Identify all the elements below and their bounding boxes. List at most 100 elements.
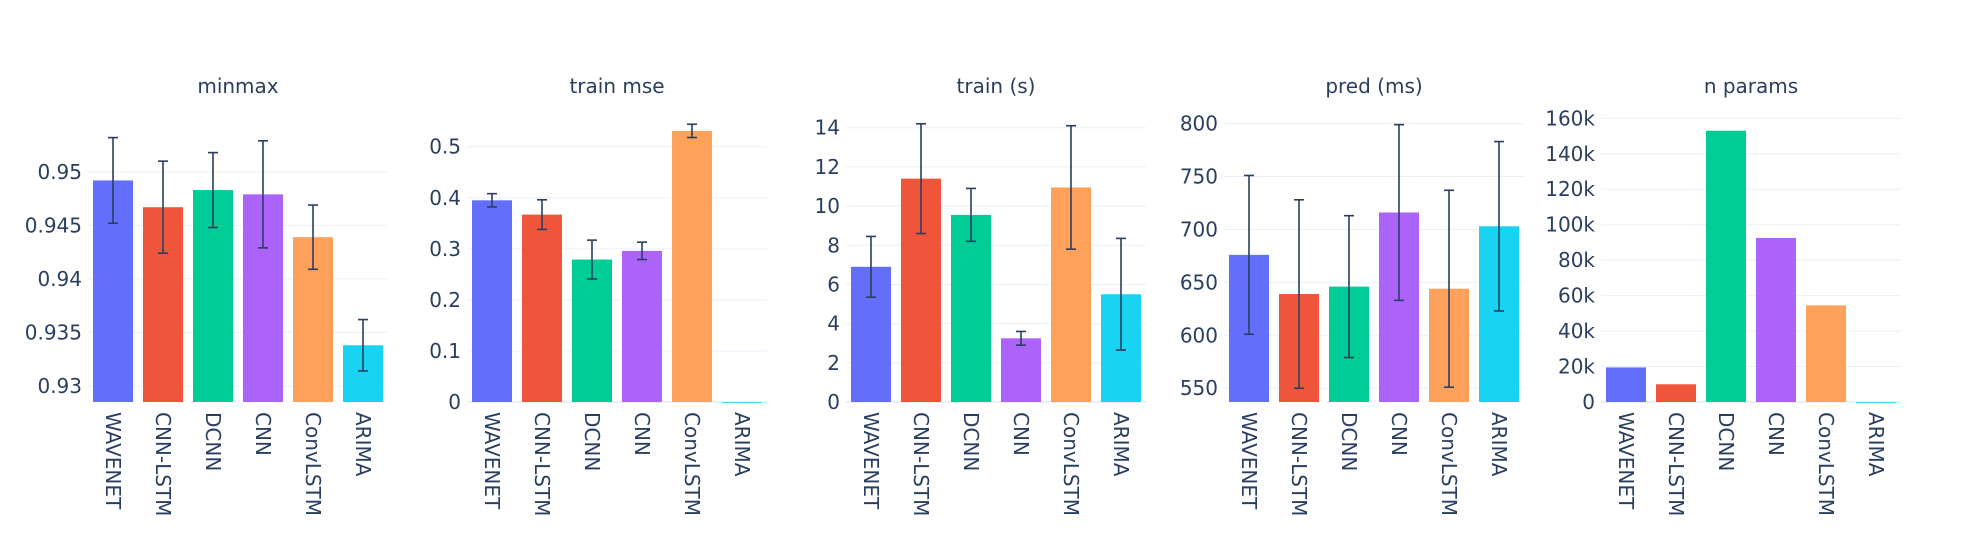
error-bar <box>687 123 697 139</box>
subplot-title: minmax <box>197 74 278 98</box>
x-tick-label: ConvLSTM <box>1814 412 1838 516</box>
y-tick-label: 700 <box>1180 217 1218 241</box>
error-bar <box>1016 330 1026 346</box>
error-bar <box>1494 140 1504 312</box>
error-bar <box>1116 237 1126 351</box>
bar-dcnn <box>572 259 612 402</box>
bar-cnn-lstm <box>1656 384 1696 402</box>
y-tick-label: 14 <box>815 116 840 140</box>
y-tick-label: 100k <box>1545 213 1595 237</box>
bar-arima <box>1856 402 1896 403</box>
subplot-3: 0 2 4 6 8 10 12 14 train (s) WAVENET CNN-LSTM DCNN C… <box>815 74 1146 516</box>
bar-convlstm <box>672 130 712 402</box>
x-tick-label: ARIMA <box>730 412 754 477</box>
x-tick-label: CNN-LSTM <box>1287 412 1311 516</box>
x-tick-label: WAVENET <box>480 412 504 510</box>
error-bar <box>1294 199 1304 390</box>
subplot-1: 0.93 0.935 0.94 0.945 0.95 minmax WAVENET CNN-L… <box>25 74 388 516</box>
x-tick-label: ConvLSTM <box>680 412 704 516</box>
error-bar <box>358 318 368 372</box>
subplot-title: train mse <box>569 74 664 98</box>
y-tick-label: 10 <box>815 194 840 218</box>
x-tick-label: DCNN <box>1714 412 1738 471</box>
y-tick-label: 60k <box>1558 284 1595 308</box>
y-tick-label: 40k <box>1558 319 1595 343</box>
x-tick-label: CNN <box>251 412 275 456</box>
y-tick-label: 140k <box>1545 142 1595 166</box>
x-tick-label: DCNN <box>201 412 225 471</box>
x-tick-label: ConvLSTM <box>301 412 325 516</box>
error-bar <box>1066 124 1076 250</box>
error-bar <box>1244 174 1254 336</box>
error-bar <box>308 204 318 271</box>
y-tick-label: 800 <box>1180 112 1218 136</box>
error-bar <box>258 140 268 249</box>
x-tick-label: CNN <box>1009 412 1033 456</box>
x-tick-label: CNN <box>1387 412 1411 456</box>
x-tick-label: ARIMA <box>1487 412 1511 477</box>
x-tick-label: CNN-LSTM <box>1664 412 1688 516</box>
subplot-4: 550 600 650 700 750 800 pred (ms) WAVENET CNN-LS… <box>1180 74 1524 516</box>
subplot-title: train (s) <box>957 74 1036 98</box>
error-bar <box>487 192 497 208</box>
error-bar <box>916 122 926 235</box>
subplot-5: 0 20k 40k 60k 80k 100k 120k 140k 160k n params WAV… <box>1545 74 1901 516</box>
x-tick-label: WAVENET <box>1237 412 1261 510</box>
y-tick-label: 0.95 <box>37 160 82 184</box>
y-tick-label: 120k <box>1545 177 1595 201</box>
bar-convlstm <box>1806 305 1846 402</box>
y-tick-label: 0 <box>827 390 840 414</box>
error-bar <box>1394 123 1404 302</box>
bar-arima <box>722 402 762 403</box>
y-tick-label: 0.935 <box>25 320 82 344</box>
y-tick-label: 0.94 <box>37 267 82 291</box>
bar-dcnn <box>951 214 991 402</box>
y-tick-label: 6 <box>827 272 840 296</box>
y-tick-label: 12 <box>815 155 840 179</box>
x-tick-label: ConvLSTM <box>1059 412 1083 516</box>
error-bar <box>208 151 218 229</box>
x-tick-label: WAVENET <box>101 412 125 510</box>
error-bar <box>537 199 547 231</box>
y-tick-label: 0.2 <box>429 288 461 312</box>
bar-cnn-lstm <box>522 214 562 402</box>
error-bar <box>966 187 976 243</box>
y-tick-label: 0.5 <box>429 135 461 159</box>
y-tick-label: 4 <box>827 312 840 336</box>
bar-cnn <box>1001 338 1041 402</box>
error-bar <box>587 239 597 280</box>
bar-wavenet <box>1606 367 1646 402</box>
x-tick-label: ARIMA <box>351 412 375 477</box>
x-tick-label: WAVENET <box>859 412 883 510</box>
y-tick-label: 0.945 <box>25 213 82 237</box>
error-bar <box>866 235 876 298</box>
x-tick-label: DCNN <box>1337 412 1361 471</box>
bar-cnn <box>622 250 662 402</box>
bar-cnn <box>1756 237 1796 402</box>
x-tick-label: CNN-LSTM <box>151 412 175 516</box>
x-tick-label: ARIMA <box>1109 412 1133 477</box>
y-tick-label: 0.93 <box>37 374 82 398</box>
bar-wavenet <box>472 200 512 402</box>
x-tick-label: CNN <box>1764 412 1788 456</box>
y-tick-label: 750 <box>1180 165 1218 189</box>
subplot-title: pred (ms) <box>1325 74 1422 98</box>
y-tick-label: 80k <box>1558 248 1595 272</box>
y-tick-label: 160k <box>1545 106 1595 130</box>
error-bar <box>108 136 118 225</box>
x-tick-label: ConvLSTM <box>1437 412 1461 516</box>
x-tick-label: ARIMA <box>1864 412 1888 477</box>
y-tick-label: 20k <box>1558 355 1595 379</box>
error-bar <box>158 160 168 255</box>
y-tick-label: 0.4 <box>429 186 461 210</box>
subplot-2: 0 0.1 0.2 0.3 0.4 0.5 train mse WAVENET CNN-LSTM… <box>429 74 767 516</box>
y-tick-label: 8 <box>827 233 840 257</box>
x-tick-label: CNN-LSTM <box>909 412 933 516</box>
error-bar <box>1444 189 1454 388</box>
x-tick-label: CNN <box>630 412 654 456</box>
y-tick-label: 550 <box>1180 376 1218 400</box>
y-tick-label: 650 <box>1180 270 1218 294</box>
y-tick-label: 0.1 <box>429 339 461 363</box>
subplot-title: n params <box>1704 74 1798 98</box>
